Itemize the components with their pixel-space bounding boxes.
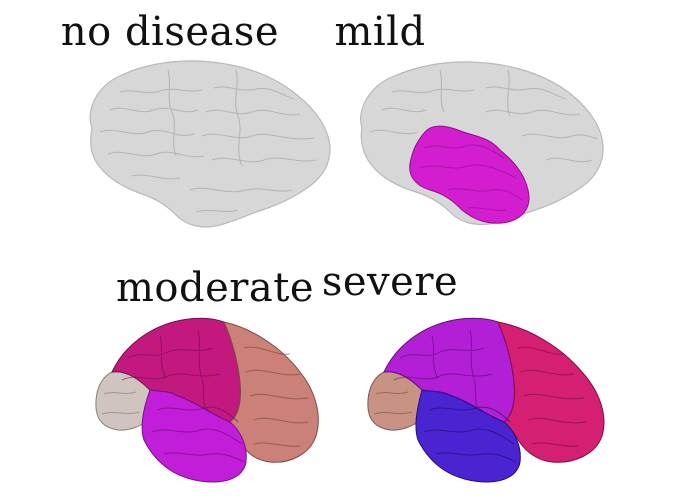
brain-image xyxy=(367,317,605,483)
panel-title: severe xyxy=(321,259,459,305)
brain-image xyxy=(89,60,331,228)
panel-mild: mild xyxy=(334,0,680,250)
brain-image xyxy=(360,61,604,226)
panel-title: moderate xyxy=(115,265,314,311)
gyri-texture xyxy=(369,69,599,163)
gyri-texture xyxy=(373,329,587,463)
temporal-region xyxy=(141,389,247,483)
panel-title: no disease xyxy=(60,9,280,55)
gyri-texture xyxy=(101,329,309,463)
temporal-region xyxy=(409,125,530,224)
panel-moderate: moderate xyxy=(0,250,340,500)
panel-severe: severe xyxy=(322,250,680,500)
panel-title: mild xyxy=(334,9,426,55)
temporal-region xyxy=(415,389,521,483)
panel-no-disease: no disease xyxy=(0,0,340,250)
frontal-region xyxy=(497,321,605,463)
brain-image xyxy=(95,317,319,483)
frontal-region xyxy=(223,321,319,463)
brain-outline xyxy=(89,60,331,228)
temporal-gyri-texture xyxy=(419,144,523,211)
gyri-texture xyxy=(99,69,317,213)
